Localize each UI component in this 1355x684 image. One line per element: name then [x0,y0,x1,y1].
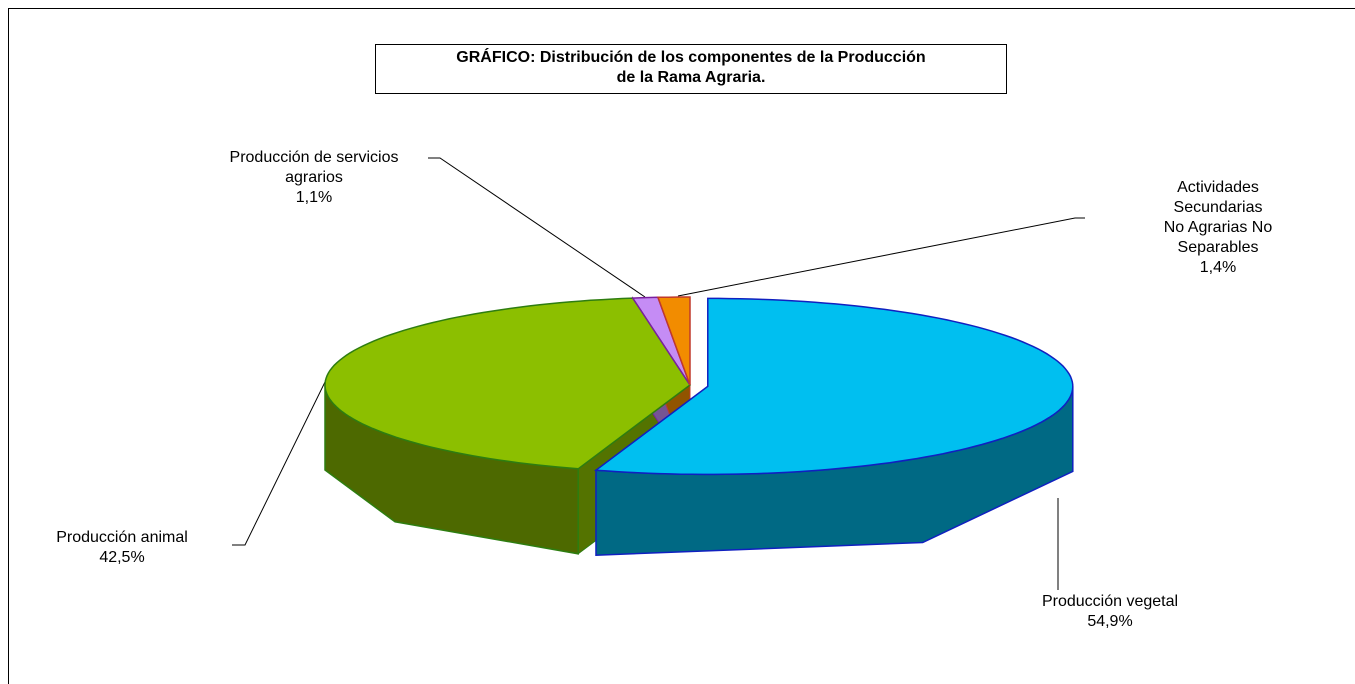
leader-line [232,379,327,546]
slice [593,297,1074,476]
slice-label: Producción vegetal 54,9% [1042,592,1178,632]
slice [656,296,691,386]
category-label: Producción de servicios agrarios [229,149,399,186]
value-label: 54,9% [1087,613,1133,630]
value-label: 1,1% [295,189,333,206]
leader-line [428,157,646,298]
pie [324,296,1074,557]
value-label: 42,5% [99,549,145,566]
value-label: 1,4% [1199,259,1237,276]
slice-label: Producción animal 42,5% [56,528,188,568]
leader-line [677,217,1085,297]
slice-label: Actividades Secundarias No Agrarias No S… [1150,178,1287,278]
category-label: Producción vegetal [1041,593,1179,610]
slice-label: Producción de servicios agrarios 1,1% [230,148,399,208]
slice [324,297,692,470]
category-label: Producción animal [56,529,188,546]
chart-title: GRÁFICO: Distribución de los componentes… [375,44,1007,94]
chart-border [8,8,1355,684]
category-label: Actividades Secundarias No Agrarias No S… [1163,179,1273,256]
